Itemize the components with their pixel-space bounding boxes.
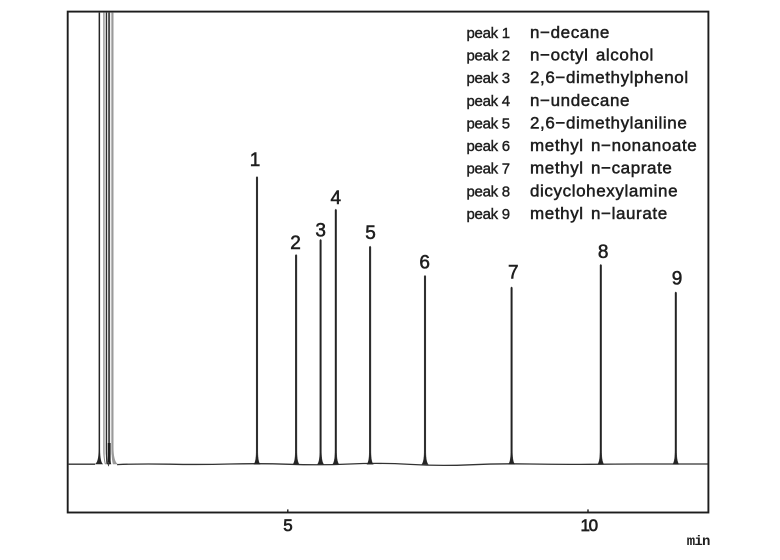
svg-text:peak 8: peak 8 xyxy=(467,183,510,200)
svg-text:2: 2 xyxy=(290,233,301,254)
svg-text:peak 9: peak 9 xyxy=(467,206,510,223)
svg-text:n−undecane: n−undecane xyxy=(530,91,630,110)
svg-text:dicyclohexylamine: dicyclohexylamine xyxy=(530,181,678,200)
svg-text:n−decane: n−decane xyxy=(530,23,610,42)
svg-text:3: 3 xyxy=(315,221,326,242)
svg-text:10: 10 xyxy=(580,516,597,535)
svg-text:min: min xyxy=(687,534,710,550)
svg-text:2,6−dimethylaniline: 2,6−dimethylaniline xyxy=(530,114,687,133)
svg-text:methyl n−laurate: methyl n−laurate xyxy=(530,204,668,223)
svg-text:peak 2: peak 2 xyxy=(467,48,510,65)
svg-text:6: 6 xyxy=(419,253,430,274)
svg-text:5: 5 xyxy=(283,516,292,535)
svg-text:peak 6: peak 6 xyxy=(467,138,510,155)
svg-text:peak 5: peak 5 xyxy=(467,116,510,133)
svg-text:8: 8 xyxy=(598,242,609,263)
svg-text:9: 9 xyxy=(672,269,683,290)
svg-text:7: 7 xyxy=(508,263,519,284)
svg-text:peak 3: peak 3 xyxy=(467,70,510,87)
svg-text:methyl n−caprate: methyl n−caprate xyxy=(530,159,672,178)
svg-text:peak 7: peak 7 xyxy=(467,161,510,178)
svg-text:2,6−dimethylphenol: 2,6−dimethylphenol xyxy=(530,68,689,87)
svg-text:5: 5 xyxy=(365,223,376,244)
svg-text:n−octyl alcohol: n−octyl alcohol xyxy=(530,46,654,65)
svg-text:methyl n−nonanoate: methyl n−nonanoate xyxy=(530,136,697,155)
svg-text:4: 4 xyxy=(331,188,342,209)
svg-text:peak 1: peak 1 xyxy=(467,25,510,42)
svg-text:peak 4: peak 4 xyxy=(467,93,510,110)
svg-text:1: 1 xyxy=(250,150,261,171)
